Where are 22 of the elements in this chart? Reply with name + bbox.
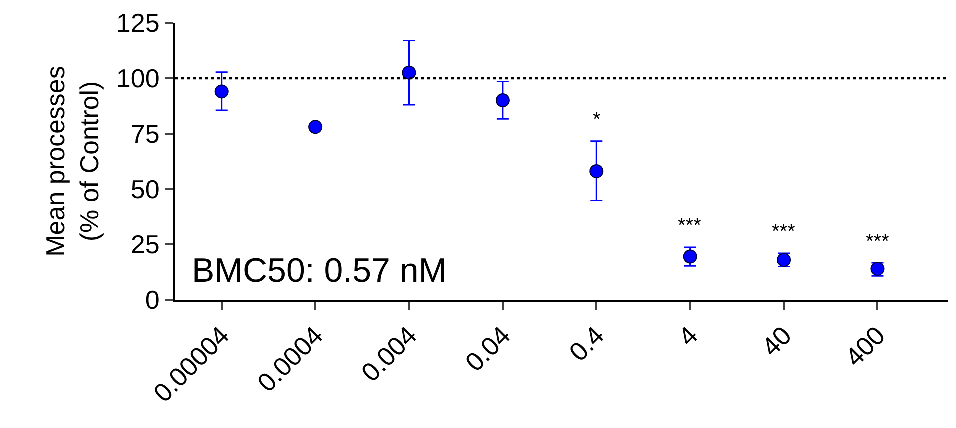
x-tick-label: 0.04 bbox=[459, 320, 516, 378]
y-tick-label: 125 bbox=[116, 8, 160, 38]
x-tick-label: 4 bbox=[672, 320, 704, 352]
x-tick-label: 0.4 bbox=[563, 320, 610, 368]
point bbox=[590, 164, 604, 178]
y-axis-title: Mean processes (% of Control) bbox=[40, 66, 104, 257]
y-tick-label: 25 bbox=[130, 230, 160, 260]
annotation: BMC50: 0.57 nM bbox=[192, 252, 448, 290]
y-tick-label: 0 bbox=[145, 285, 160, 316]
annotation: *** bbox=[678, 215, 702, 237]
y-tick-label: 75 bbox=[130, 118, 160, 149]
point bbox=[308, 120, 323, 134]
point bbox=[496, 94, 510, 108]
x-tick-label: 40 bbox=[756, 320, 798, 362]
annotation: *** bbox=[866, 231, 890, 253]
annotation: *** bbox=[772, 221, 796, 243]
y-tick-label: 50 bbox=[130, 174, 160, 204]
y-tick-label: 100 bbox=[116, 64, 160, 94]
x-tick-label: 400 bbox=[839, 320, 892, 372]
point bbox=[214, 84, 229, 99]
annotation: * bbox=[593, 109, 601, 131]
point bbox=[402, 66, 416, 80]
